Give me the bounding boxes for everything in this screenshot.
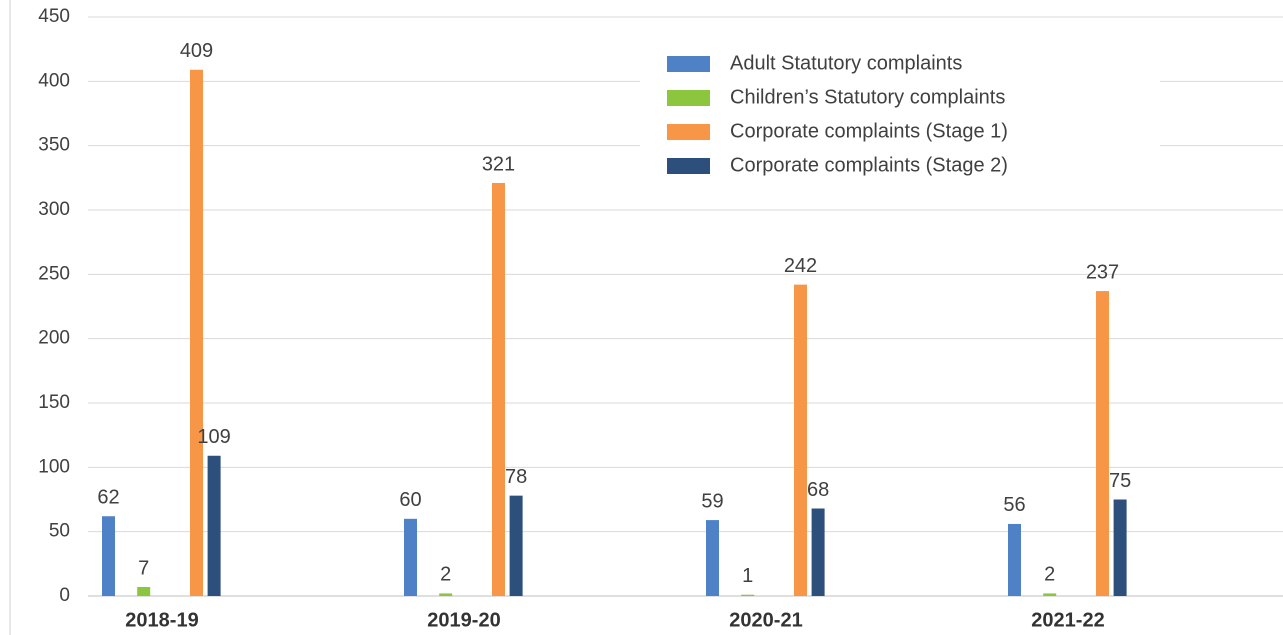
value-label: 7 bbox=[138, 557, 149, 579]
y-tick-label: 350 bbox=[38, 135, 70, 156]
x-tick-label: 2020-21 bbox=[729, 609, 802, 631]
legend-label: Corporate complaints (Stage 1) bbox=[730, 120, 1008, 142]
legend-swatch bbox=[667, 56, 710, 72]
bar bbox=[794, 284, 807, 596]
y-tick-label: 200 bbox=[38, 328, 70, 349]
y-tick-label: 300 bbox=[38, 199, 70, 220]
bar bbox=[207, 455, 221, 596]
legend-swatch bbox=[667, 124, 710, 140]
value-label: 60 bbox=[399, 489, 421, 511]
value-label: 68 bbox=[807, 479, 829, 501]
value-label: 75 bbox=[1109, 470, 1131, 492]
value-label: 409 bbox=[180, 40, 213, 62]
legend-label: Children’s Statutory complaints bbox=[730, 86, 1005, 108]
bar bbox=[741, 594, 755, 596]
legend-box bbox=[640, 40, 1160, 190]
y-tick-label: 150 bbox=[38, 392, 70, 413]
y-tick-label: 400 bbox=[38, 70, 70, 91]
bar bbox=[1113, 499, 1127, 596]
y-tick-label: 50 bbox=[49, 521, 70, 542]
bar bbox=[1096, 291, 1109, 596]
legend-label: Corporate complaints (Stage 2) bbox=[730, 154, 1008, 176]
y-tick-label: 250 bbox=[38, 263, 70, 284]
value-label: 321 bbox=[482, 153, 515, 175]
bar bbox=[811, 508, 825, 596]
bar bbox=[509, 495, 523, 596]
value-label: 56 bbox=[1003, 494, 1025, 516]
legend-swatch bbox=[667, 90, 710, 106]
bar bbox=[1008, 523, 1021, 596]
bar bbox=[439, 593, 453, 596]
value-label: 237 bbox=[1086, 261, 1119, 283]
y-tick-label: 100 bbox=[38, 456, 70, 477]
value-label: 242 bbox=[784, 255, 817, 277]
y-tick-label: 0 bbox=[59, 585, 70, 606]
value-label: 2 bbox=[1044, 564, 1055, 586]
value-label: 78 bbox=[505, 466, 527, 488]
bar bbox=[706, 520, 719, 596]
bar bbox=[1043, 593, 1057, 596]
x-tick-label: 2019-20 bbox=[427, 609, 500, 631]
value-label: 62 bbox=[97, 487, 119, 509]
bar bbox=[404, 518, 417, 596]
bar bbox=[492, 182, 505, 597]
x-tick-label: 2021-22 bbox=[1031, 609, 1104, 631]
bar bbox=[137, 586, 151, 596]
x-tick-label: 2018-19 bbox=[125, 609, 198, 631]
legend-swatch bbox=[667, 158, 710, 174]
legend-label: Adult Statutory complaints bbox=[730, 52, 962, 74]
bar bbox=[102, 516, 115, 596]
value-label: 1 bbox=[742, 565, 753, 587]
value-label: 2 bbox=[440, 564, 451, 586]
value-label: 109 bbox=[197, 426, 230, 448]
y-tick-label: 450 bbox=[38, 6, 70, 27]
bar bbox=[190, 69, 203, 596]
value-label: 59 bbox=[701, 490, 723, 512]
